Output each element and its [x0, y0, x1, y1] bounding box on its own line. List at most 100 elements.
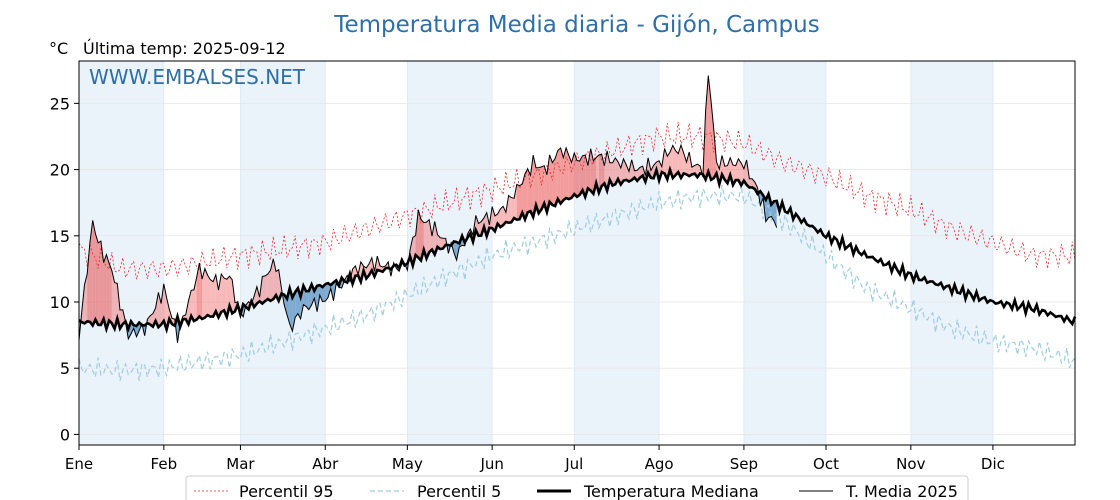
fill-above-median [432, 221, 435, 255]
fill-above-median [620, 158, 624, 185]
fill-above-median [743, 160, 747, 185]
y-tick-label-5: 5 [60, 359, 70, 378]
fill-above-median [100, 241, 104, 325]
fill-above-median [686, 152, 690, 177]
series-median-line [78, 165, 1077, 335]
x-axis: Ene Feb Mar Abr May Jun Jul Ago Sep Oct Nov Dic [65, 445, 1005, 473]
fill-above-median [508, 195, 512, 223]
fill-above-median [204, 268, 208, 318]
fill-above-median [500, 206, 504, 228]
fill-above-median [708, 75, 712, 180]
fill-above-median [210, 279, 214, 317]
fill-above-median [150, 313, 153, 327]
fill-above-median [560, 148, 564, 204]
y-tick-label-15: 15 [50, 227, 70, 246]
legend-box [185, 475, 969, 500]
y-axis: 0 5 10 15 20 25 [50, 94, 79, 444]
fill-below-median [771, 201, 774, 221]
fill-above-median [552, 158, 556, 206]
fill-above-median [426, 219, 430, 259]
month-band-mar [240, 61, 326, 445]
fill-above-median [109, 263, 112, 324]
fill-above-median [516, 184, 520, 220]
x-tick-label-dic: Dic [981, 455, 1005, 473]
fill-below-median [292, 292, 296, 332]
fill-above-median [681, 145, 684, 178]
y-tick-label-20: 20 [50, 161, 70, 180]
fill-above-median [213, 274, 216, 317]
fill-above-median [557, 148, 561, 204]
month-band-jul [574, 61, 660, 445]
fill-above-median [522, 173, 525, 220]
fill-above-median [511, 197, 515, 223]
x-tick-label-feb: Feb [151, 455, 178, 473]
series-p95-line [78, 121, 1076, 280]
plot-frame [78, 60, 1076, 446]
fill-above-median [626, 165, 629, 182]
fill-below-median [322, 284, 326, 302]
fill-above-median [92, 220, 96, 326]
x-tick-label-nov: Nov [896, 455, 925, 473]
fill-above-median [525, 168, 528, 220]
fill-above-median [103, 254, 107, 329]
fill-above-median [218, 274, 222, 318]
x-tick-label-ago: Ago [645, 455, 674, 473]
fill-above-median [415, 209, 419, 258]
fill-above-median [691, 165, 695, 175]
fill-below-median [300, 285, 304, 319]
fill-above-median [598, 154, 602, 193]
fill-above-median [571, 153, 575, 198]
fill-above-median [207, 275, 211, 317]
fill-above-median [161, 283, 164, 325]
x-tick-label-jul: Jul [564, 455, 583, 473]
x-tick-label-may: May [392, 455, 423, 473]
watermark: WWW.EMBALSES.NET [89, 65, 306, 89]
fill-above-median [549, 154, 553, 205]
fill-above-median [544, 165, 547, 213]
fill-above-median [87, 242, 90, 322]
fill-below-median [325, 283, 328, 302]
fill-above-median [541, 165, 545, 210]
x-tick-label-jun: Jun [479, 455, 503, 473]
fill-below-median [306, 291, 309, 310]
fill-above-median [579, 155, 583, 195]
fill-above-median [155, 292, 159, 328]
month-bands [79, 61, 993, 445]
x-tick-label-mar: Mar [226, 455, 255, 473]
fill-above-median [568, 155, 572, 200]
fill-above-median [191, 289, 194, 321]
fill-above-median [574, 153, 577, 197]
last-temp-label: Última temp: 2025-09-12 [83, 39, 286, 58]
fill-above-median [276, 269, 279, 301]
fill-above-median [612, 157, 616, 186]
legend: Percentil 95 Percentil 5 Temperatura Med… [185, 475, 969, 500]
fill-above-median [478, 221, 482, 236]
fill-above-median [437, 234, 441, 249]
fill-above-median [224, 278, 227, 317]
y-tick-label-10: 10 [50, 293, 70, 312]
fill-above-median [705, 75, 709, 180]
fill-above-median [675, 150, 679, 176]
fill-above-median [267, 270, 271, 301]
y-tick-label-25: 25 [50, 94, 70, 113]
fill-above-median [221, 274, 224, 312]
fill-above-median [514, 184, 517, 220]
fill-above-median [202, 268, 205, 319]
series-p5-line [78, 184, 1076, 381]
fill-above-median [262, 275, 266, 304]
fill-above-median [683, 153, 687, 175]
fill-above-median [533, 155, 536, 217]
fill-above-median [196, 263, 200, 320]
fill-above-median [519, 184, 523, 220]
y-tick-label-0: 0 [60, 425, 70, 444]
fill-above-median [89, 220, 93, 326]
x-tick-label-abr: Abr [312, 455, 339, 473]
fill-below-median [319, 285, 323, 302]
month-band-sep [743, 61, 826, 445]
fill-above-median [440, 237, 443, 249]
fill-above-median [106, 254, 110, 329]
legend-label-current: T. Media 2025 [845, 482, 958, 500]
fill-above-median [749, 178, 753, 188]
fill-above-median [215, 274, 219, 318]
